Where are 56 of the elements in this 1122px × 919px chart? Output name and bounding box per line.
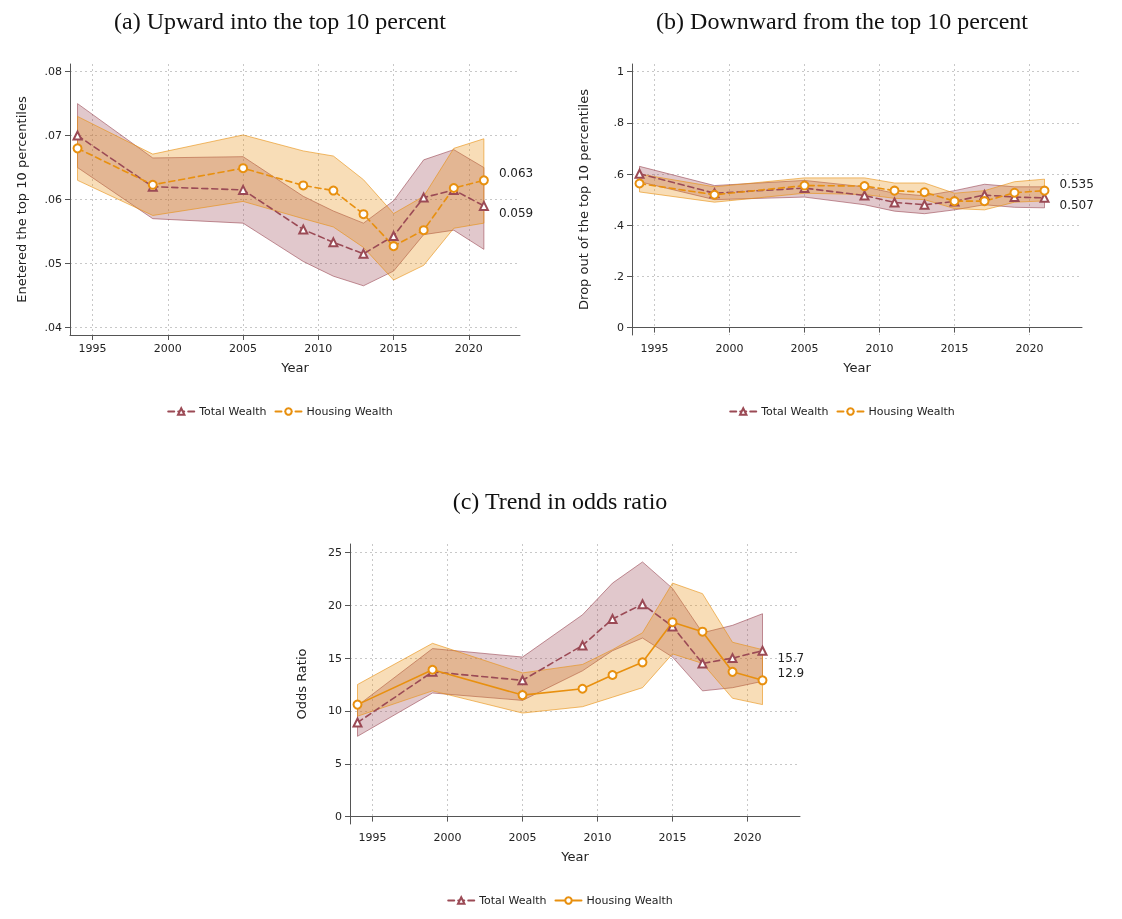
x-tick-label: 2020: [733, 831, 762, 844]
data-label: 15.7: [777, 650, 805, 665]
x-tick-label: 2020: [1015, 342, 1044, 355]
y-tick-label: .07: [44, 129, 62, 143]
x-axis-title: Year: [280, 360, 310, 375]
x-tick-label: 2005: [508, 831, 537, 844]
x-tick-label: 2005: [790, 342, 819, 355]
legend-label: Total Wealth: [478, 894, 547, 907]
y-tick-label: .6: [613, 167, 624, 181]
y-tick-label: 20: [328, 598, 342, 612]
x-axis-title: Year: [842, 360, 872, 375]
legend-label: Housing Wealth: [868, 405, 955, 418]
x-tick-label: 2015: [940, 342, 969, 355]
legend-label: Housing Wealth: [586, 894, 673, 907]
y-tick-label: .06: [44, 193, 62, 206]
legend-label: Housing Wealth: [306, 405, 393, 418]
y-tick-label: .2: [613, 269, 624, 283]
x-tick-label: 2010: [304, 342, 333, 355]
y-tick-label: 0: [617, 321, 624, 335]
legend-label: Total Wealth: [760, 405, 829, 418]
y-tick-label: 25: [328, 545, 342, 559]
y-tick-label: .04: [44, 320, 62, 334]
y-axis-title: Odds Ratio: [294, 648, 309, 720]
x-tick-label: 2010: [865, 342, 894, 355]
y-tick-label: 15: [328, 651, 342, 665]
data-label: 12.9: [777, 666, 805, 681]
chart-title: (a) Upward into the top 10 percent: [114, 8, 447, 34]
x-tick-label: 2020: [454, 342, 483, 355]
x-tick-label: 2005: [229, 342, 258, 355]
x-tick-label: 2015: [658, 831, 687, 844]
x-tick-label: 1995: [640, 342, 669, 355]
y-tick-label: .05: [44, 256, 62, 270]
y-tick-label: 5: [335, 757, 342, 771]
x-tick-label: 2000: [433, 831, 462, 844]
y-axis-title: Enetered the top 10 percentiles: [14, 96, 29, 303]
x-tick-label: 1995: [78, 342, 107, 355]
chart-title: (c) Trend in odds ratio: [452, 488, 668, 514]
data-label: 0.507: [1059, 197, 1094, 212]
x-tick-label: 2010: [583, 831, 612, 844]
y-tick-label: .4: [613, 218, 624, 232]
x-tick-label: 1995: [358, 831, 387, 844]
y-axis-title: Drop out of the top 10 percentiles: [576, 88, 591, 310]
y-tick-label: .8: [613, 116, 624, 130]
data-label: 0.535: [1059, 176, 1094, 191]
x-axis-title: Year: [560, 849, 590, 864]
x-tick-label: 2000: [153, 342, 182, 355]
legend-label: Total Wealth: [198, 405, 267, 418]
x-tick-label: 2000: [715, 342, 744, 355]
data-label: 0.059: [498, 205, 534, 220]
data-label: 0.063: [498, 166, 534, 181]
y-tick-label: 1: [617, 65, 624, 79]
y-tick-label: 10: [328, 704, 342, 718]
x-tick-label: 2015: [379, 342, 408, 355]
chart-title: (b) Downward from the top 10 percent: [656, 8, 1029, 34]
y-tick-label: 0: [335, 810, 342, 824]
y-tick-label: .08: [44, 65, 62, 79]
